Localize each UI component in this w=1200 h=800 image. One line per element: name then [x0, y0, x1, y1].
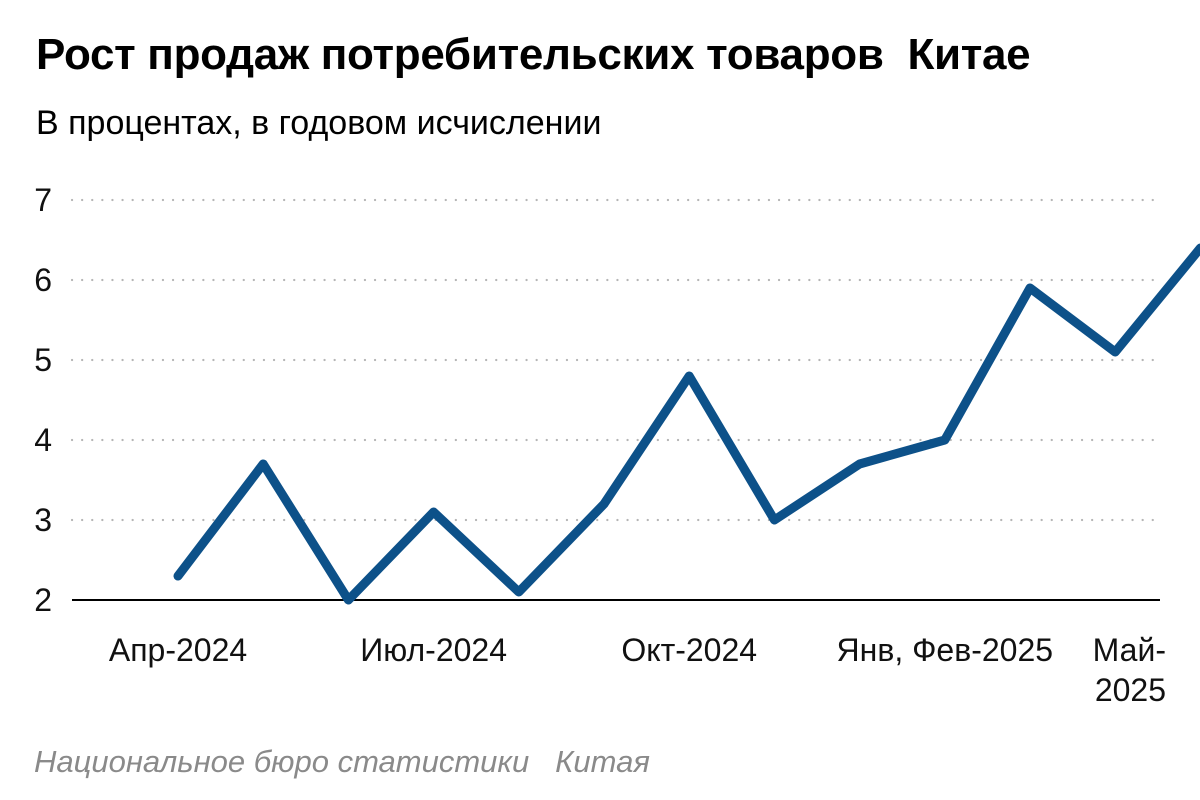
data-point: [773, 519, 775, 521]
data-point: [177, 575, 179, 577]
x-tick-label: Июл-2024: [360, 632, 507, 668]
data-point: [1114, 351, 1116, 353]
y-tick-label: 4: [34, 422, 52, 458]
y-tick-label: 6: [34, 262, 52, 298]
data-point: [518, 591, 520, 593]
y-tick-label: 5: [34, 342, 52, 378]
data-point: [859, 463, 861, 465]
data-point: [433, 511, 435, 513]
x-tick-label: Окт-2024: [621, 632, 757, 668]
data-point: [262, 463, 264, 465]
x-tick-label: Апр-2024: [109, 632, 247, 668]
data-point: [1029, 287, 1031, 289]
chart-title: Рост продаж потребительских товаров Кита…: [36, 30, 1031, 79]
x-tick-label: Май-2025: [1093, 632, 1166, 708]
chart-subtitle: В процентах, в годовом исчислении: [36, 104, 602, 142]
source-note: Национальное бюро статистики Китая: [34, 744, 650, 779]
data-point: [944, 439, 946, 441]
grid-lines: [70, 198, 1162, 601]
x-tick-label: Янв, Фев-2025: [837, 632, 1054, 668]
series-line: [173, 243, 1200, 605]
data-point: [603, 503, 605, 505]
series-layer: [173, 243, 1200, 605]
x-axis-tick-labels: Апр-2024 Июл-2024 Окт-2024 Янв, Фев-2025 Май…: [109, 632, 1166, 708]
data-point: [347, 599, 349, 601]
data-point: [688, 375, 690, 377]
y-axis-tick-labels: 2 3 4 5 6 7: [34, 182, 52, 618]
y-tick-label: 3: [34, 502, 52, 538]
y-tick-label: 7: [34, 182, 52, 218]
y-tick-label: 2: [34, 582, 52, 618]
